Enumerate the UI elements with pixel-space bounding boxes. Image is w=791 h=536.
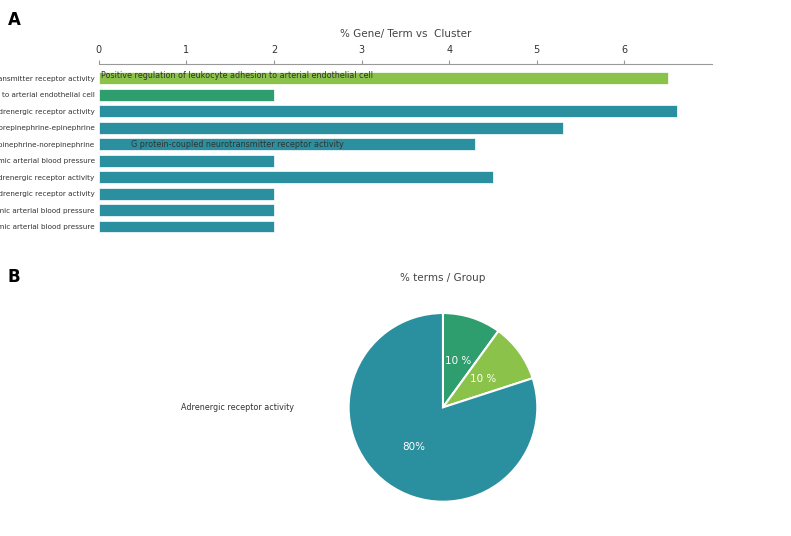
Wedge shape <box>443 331 532 407</box>
Bar <box>99 188 274 199</box>
Text: 10 %: 10 % <box>470 374 496 384</box>
Bar <box>99 122 563 133</box>
Wedge shape <box>443 313 498 407</box>
Bar <box>99 155 274 167</box>
Title: % Gene/ Term vs  Cluster: % Gene/ Term vs Cluster <box>339 29 471 39</box>
Text: 10 %: 10 % <box>445 356 471 366</box>
Bar <box>99 105 677 117</box>
Text: G protein-coupled neurotransmitter receptor activity: G protein-coupled neurotransmitter recep… <box>131 140 343 149</box>
Text: B: B <box>8 268 21 286</box>
Wedge shape <box>349 313 537 502</box>
Bar <box>99 221 274 233</box>
Text: Positive regulation of leukocyte adhesion to arterial endothelial cell: Positive regulation of leukocyte adhesio… <box>101 71 373 79</box>
Bar <box>99 72 668 84</box>
Bar <box>99 138 475 150</box>
Title: % terms / Group: % terms / Group <box>400 273 486 283</box>
Bar <box>99 89 274 101</box>
Text: Adrenergic receptor activity: Adrenergic receptor activity <box>181 403 293 412</box>
Text: 80%: 80% <box>403 442 426 452</box>
Text: A: A <box>8 11 21 29</box>
Bar <box>99 171 493 183</box>
Bar <box>99 204 274 216</box>
